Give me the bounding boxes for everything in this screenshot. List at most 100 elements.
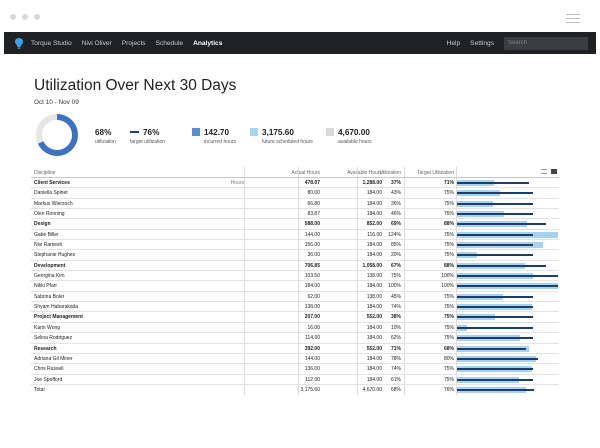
available-legend-swatch: [326, 128, 334, 136]
row-target-utilization: 80%: [443, 355, 454, 362]
table-row[interactable]: Markus Wierzoch 66.80 184.00 36% 75%: [31, 198, 559, 210]
table-row[interactable]: Chris Russell 136.00 184.00 74% 75%: [31, 364, 559, 375]
row-utilization: 67%: [390, 262, 401, 269]
row-available-hours: 184.00: [366, 252, 382, 259]
menu-icon[interactable]: [566, 14, 580, 23]
top-navbar: Torque Studio Nivi Oliver Projects Sched…: [4, 32, 596, 54]
nav-item-projects[interactable]: Projects: [121, 39, 146, 47]
row-target-utilization: 75%: [443, 293, 454, 300]
window-maximize-dot[interactable]: [34, 14, 40, 20]
table-row[interactable]: Olen Ronning 83.87 184.00 46% 75%: [31, 209, 559, 220]
target-utilization-bar: [457, 223, 546, 226]
window-minimize-dot[interactable]: [22, 14, 28, 20]
nav-item-settings[interactable]: Settings: [470, 39, 494, 47]
search-input[interactable]: [504, 36, 588, 50]
row-actual-hours: 144.00: [304, 231, 320, 238]
window-close-dot[interactable]: [10, 14, 16, 20]
row-available-hours: 552.00: [366, 314, 382, 321]
row-available-hours: 184.00: [366, 211, 382, 218]
row-name: Total: [34, 386, 45, 393]
row-name: Research: [34, 345, 57, 352]
table-header: Discipline Actual Hours Available Hours …: [31, 167, 559, 178]
stat-target: 76% target utilization: [130, 128, 165, 145]
col-header-discipline[interactable]: Discipline: [34, 170, 56, 176]
target-utilization-bar: [457, 295, 533, 298]
table-row[interactable]: Nivi Ramesh 156.00 184.00 85% 75%: [31, 240, 559, 251]
table-row[interactable]: Karin Wong 16.00 184.00 10% 75%: [31, 322, 559, 334]
target-utilization-bar: [457, 357, 538, 360]
row-actual-hours: 114.00: [305, 335, 320, 342]
row-actual-hours: 16.00: [307, 324, 320, 331]
table-row[interactable]: Stephanie Hughes 36.00 184.00 20% 75%: [31, 250, 559, 261]
col-header-utilization[interactable]: Utilization: [379, 170, 401, 176]
table-row[interactable]: Selina Rodriguez 114.00 184.00 62% 75%: [31, 333, 559, 344]
row-available-hours: 184.00: [366, 376, 382, 383]
view-toggle: [541, 169, 557, 174]
target-utilization-bar: [457, 182, 529, 184]
stat-future: 3,175.60 future scheduled hours: [250, 128, 313, 145]
bar-view-icon[interactable]: [551, 169, 557, 174]
row-utilization: 100%: [388, 283, 401, 290]
table-body: Client Services Hours 478.07 1,288.00 37% 71%…: [31, 178, 559, 396]
row-target-utilization: 75%: [443, 252, 454, 259]
row-target-utilization: 76%: [443, 386, 454, 393]
row-available-hours: 184.00: [366, 324, 382, 331]
col-header-available[interactable]: Available Hours: [347, 170, 382, 176]
row-available-hours: 184.00: [366, 366, 382, 373]
list-view-icon[interactable]: [541, 169, 547, 174]
table-group-row[interactable]: Design 588.00 852.00 69% 88%: [31, 219, 559, 230]
target-utilization-bar: [457, 285, 558, 288]
nav-item-org[interactable]: Torque Studio: [31, 39, 72, 47]
nav-item-analytics[interactable]: Analytics: [193, 39, 223, 47]
row-name: Karin Wong: [34, 324, 61, 331]
table-row[interactable]: Sabrina Boler 62.00 138.00 45% 75%: [31, 291, 559, 303]
row-target-utilization: 100%: [441, 273, 454, 280]
table-group-row[interactable]: Client Services Hours 478.07 1,288.00 37% 71%: [31, 178, 559, 189]
table-row[interactable]: Gabe Biller 144.00 116.00 124% 75%: [31, 229, 559, 241]
table-group-row[interactable]: Development 706.85 1,058.00 67% 88%: [31, 260, 559, 272]
target-utilization-bar: [457, 244, 533, 247]
nav-item-user[interactable]: Nivi Oliver: [81, 39, 112, 47]
row-target-utilization: 88%: [443, 221, 454, 228]
table-row[interactable]: Joe Spofford 112.00 184.00 61% 75%: [31, 374, 559, 385]
target-utilization-bar: [457, 347, 526, 350]
row-target-utilization: 88%: [443, 262, 454, 269]
target-utilization-bar: [457, 326, 533, 329]
row-available-hours: 184.00: [366, 283, 382, 290]
col-header-actual[interactable]: Actual Hours: [291, 170, 320, 176]
row-utilization: 68%: [390, 386, 401, 393]
table-group-row[interactable]: Project Management 207.00 552.00 38% 75%: [31, 312, 559, 323]
table-total-row[interactable]: Total 3,175.60 4,670.00 68% 76%: [31, 384, 559, 396]
app-logo-icon[interactable]: [15, 38, 23, 49]
table-row[interactable]: Shyam Habarakada 138.00 184.00 74% 75%: [31, 302, 559, 313]
target-utilization-bar: [457, 388, 534, 391]
row-utilization: 75%: [390, 273, 401, 280]
nav-right-group: Help Settings: [446, 36, 596, 50]
row-utilization: 43%: [390, 190, 401, 197]
row-utilization: 61%: [390, 376, 401, 383]
table-row[interactable]: Adriana Gil Miner 144.00 184.00 78% 80%: [31, 353, 559, 365]
row-name: Georgina Kim: [34, 273, 65, 280]
table-row[interactable]: Nikki Pfarr 184.00 184.00 100% 100%: [31, 281, 559, 292]
nav-item-schedule[interactable]: Schedule: [155, 39, 184, 47]
row-utilization: 37%: [390, 180, 401, 186]
row-name: Project Management: [34, 314, 83, 321]
row-actual-hours: 138.00: [304, 304, 320, 311]
table-row[interactable]: Georgina Kim 103.50 138.00 75% 100%: [31, 271, 559, 282]
table-row[interactable]: Daniella Spinet 80.00 184.00 43% 75%: [31, 188, 559, 199]
table-group-row[interactable]: Research 392.00 552.00 71% 68%: [31, 343, 559, 354]
row-target-utilization: 71%: [443, 180, 454, 186]
row-utilization: 74%: [390, 304, 401, 311]
stat-target-value: 76%: [143, 128, 160, 137]
date-range[interactable]: Oct 10 - Nov 09: [34, 99, 79, 106]
col-header-target[interactable]: Target Utilization: [417, 170, 454, 176]
row-target-utilization: 100%: [441, 283, 454, 290]
row-actual-hours: 136.00: [304, 366, 320, 373]
utilization-table: Discipline Actual Hours Available Hours …: [31, 167, 559, 396]
row-actual-hours: 207.00: [304, 314, 320, 321]
row-actual-hours: 62.00: [307, 293, 320, 300]
row-available-hours: 552.00: [366, 345, 382, 352]
nav-item-help[interactable]: Help: [446, 39, 461, 47]
row-actual-hours: 3,175.60: [300, 386, 320, 393]
row-available-hours: 138.00: [366, 273, 382, 280]
